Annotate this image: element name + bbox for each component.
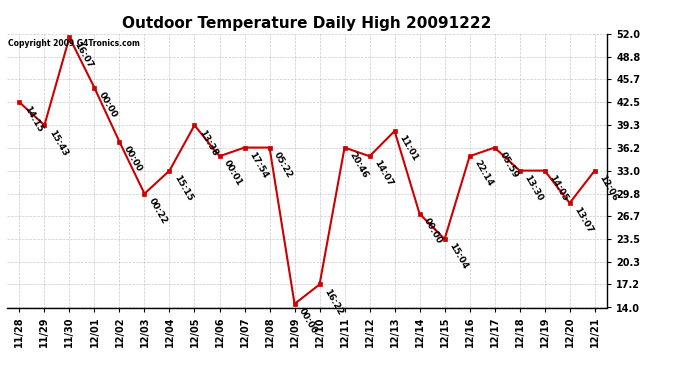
Text: 22:14: 22:14 [473,159,495,188]
Text: 15:15: 15:15 [172,173,195,203]
Text: 20:46: 20:46 [347,150,369,180]
Text: 13:07: 13:07 [573,206,595,235]
Text: 14:15: 14:15 [22,105,44,134]
Text: 16:07: 16:07 [72,40,95,69]
Text: 00:00: 00:00 [97,90,119,119]
Text: 00:00: 00:00 [122,145,144,174]
Text: 00:01: 00:01 [222,159,244,188]
Text: 00:00: 00:00 [422,217,444,246]
Text: 05:22: 05:22 [273,150,295,180]
Text: 13:38: 13:38 [197,128,219,157]
Title: Outdoor Temperature Daily High 20091222: Outdoor Temperature Daily High 20091222 [122,16,492,31]
Text: 00:22: 00:22 [147,196,169,225]
Text: 05:59: 05:59 [497,150,520,180]
Text: 15:43: 15:43 [47,128,70,158]
Text: 00:00: 00:00 [297,307,319,336]
Text: 15:04: 15:04 [447,242,469,271]
Text: 16:22: 16:22 [322,287,344,316]
Text: 12:06: 12:06 [598,173,620,202]
Text: 13:30: 13:30 [522,173,544,202]
Text: 17:54: 17:54 [247,150,270,180]
Text: Copyright 2009 G4Tronics.com: Copyright 2009 G4Tronics.com [8,39,140,48]
Text: 14:07: 14:07 [373,159,395,188]
Text: 11:01: 11:01 [397,134,420,163]
Text: 14:05: 14:05 [547,173,569,203]
